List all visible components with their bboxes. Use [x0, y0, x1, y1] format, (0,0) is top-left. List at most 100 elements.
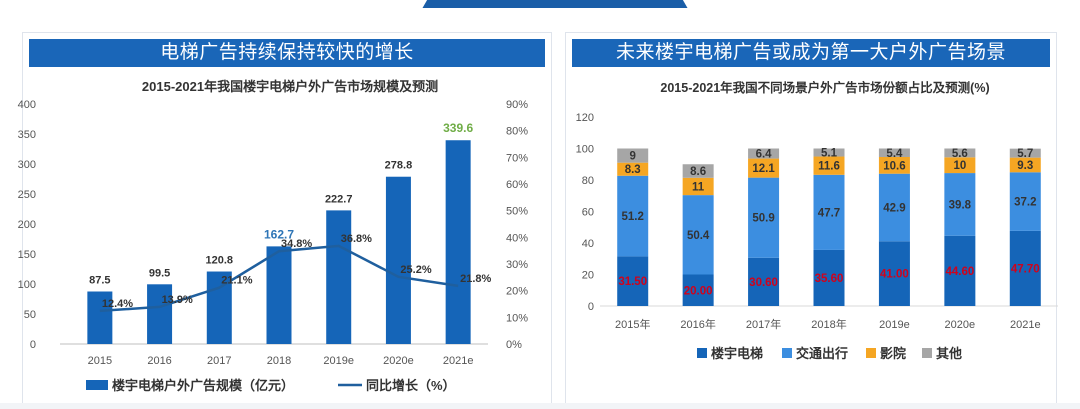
stack-value-label: 9.3 [1017, 160, 1033, 172]
bar-value-label: 278.8 [385, 160, 413, 172]
stack-y-tick: 80 [582, 175, 594, 187]
stack-y-tick: 40 [582, 238, 594, 250]
right-y-tick: 80% [506, 126, 528, 138]
stack-y-tick: 120 [576, 112, 594, 124]
right-chart-title: 2015-2021年我国不同场景户外广告市场份额占比及预测(%) [660, 80, 989, 95]
x-tick-label: 2020e [383, 355, 414, 367]
bar-2015 [87, 291, 113, 344]
left-y-tick: 300 [18, 159, 36, 171]
stack-value-label: 47.7 [818, 207, 840, 219]
stack-seg-交通出行 [944, 173, 976, 236]
right-y-tick: 10% [506, 312, 528, 324]
stack-value-label: 8.3 [625, 164, 641, 176]
stack-seg-交通出行 [682, 195, 714, 275]
stack-seg-影院 [617, 162, 649, 176]
legend-label-影院: 影院 [880, 346, 906, 361]
stack-seg-楼宇电梯 [944, 235, 976, 306]
stack-y-tick: 0 [588, 301, 594, 313]
x-tick-label: 2018 [267, 355, 291, 367]
stack-seg-交通出行 [1009, 172, 1041, 231]
stack-seg-影院 [682, 177, 714, 196]
legend-bar-swatch [86, 380, 108, 390]
bar-2016 [147, 284, 173, 344]
right-y-tick: 90% [506, 99, 528, 111]
stack-value-label: 30.60 [749, 277, 778, 289]
stack-y-tick: 60 [582, 207, 594, 219]
stack-seg-楼宇电梯 [617, 256, 649, 306]
stack-value-label: 5.6 [952, 148, 968, 160]
growth-label: 13.9% [162, 294, 193, 306]
stack-seg-楼宇电梯 [682, 274, 714, 306]
stack-value-label: 6.4 [756, 149, 773, 161]
right-y-tick: 40% [506, 232, 528, 244]
legend-label-其他: 其他 [936, 346, 962, 361]
left-y-tick: 400 [18, 99, 36, 111]
bar-value-label: 87.5 [89, 275, 110, 287]
stack-value-label: 39.8 [949, 199, 972, 211]
stack-x-tick-label: 2015年 [615, 317, 650, 331]
right-y-tick: 20% [506, 286, 528, 298]
stack-value-label: 20.00 [684, 285, 713, 297]
stack-value-label: 10 [953, 160, 966, 172]
bar-value-label: 120.8 [206, 255, 234, 267]
stack-value-label: 51.2 [622, 211, 644, 223]
stack-value-label: 44.60 [945, 266, 974, 278]
stack-seg-楼宇电梯 [813, 249, 845, 306]
left-y-tick: 200 [18, 219, 36, 231]
stack-value-label: 42.9 [883, 202, 905, 214]
stack-seg-其他 [878, 148, 910, 158]
stack-value-label: 35.60 [815, 273, 844, 285]
stack-value-label: 50.4 [687, 230, 710, 242]
stack-seg-其他 [682, 164, 714, 178]
stack-x-tick-label: 2021e [1010, 319, 1041, 331]
growth-line [99, 244, 459, 313]
stack-value-label: 50.9 [752, 213, 774, 225]
stack-seg-交通出行 [813, 174, 845, 250]
stack-y-tick: 20 [582, 270, 594, 282]
stack-value-label: 41.00 [880, 269, 909, 281]
legend-label-交通出行: 交通出行 [796, 346, 848, 361]
left-y-tick: 150 [18, 249, 36, 261]
legend-swatch-交通出行 [782, 348, 792, 358]
growth-label: 12.4% [102, 298, 133, 310]
stack-value-label: 5.1 [821, 148, 838, 160]
bar-2020e [385, 176, 411, 344]
left-y-tick: 350 [18, 129, 36, 141]
left-y-tick: 250 [18, 189, 36, 201]
growth-label: 21.8% [460, 273, 491, 285]
right-y-tick: 50% [506, 206, 528, 218]
legend-swatch-楼宇电梯 [697, 348, 707, 358]
growth-label: 34.8% [281, 238, 312, 250]
legend-swatch-影院 [866, 348, 876, 358]
stack-seg-交通出行 [878, 173, 910, 242]
stack-seg-交通出行 [617, 175, 649, 257]
stack-seg-影院 [944, 157, 976, 174]
left-y-tick: 0 [30, 339, 36, 351]
stack-seg-其他 [1009, 148, 1041, 158]
stack-x-tick-label: 2017年 [746, 317, 781, 331]
stack-value-label: 8.6 [690, 166, 706, 178]
stack-value-label: 47.70 [1011, 263, 1040, 275]
stack-y-tick: 100 [576, 144, 594, 156]
stack-value-label: 11 [692, 181, 705, 193]
stack-x-tick-label: 2016年 [680, 317, 715, 331]
bar-value-label: 222.7 [325, 193, 353, 205]
stack-seg-影院 [748, 158, 780, 178]
right-y-tick: 70% [506, 152, 528, 164]
stack-seg-其他 [617, 148, 649, 163]
x-tick-label: 2015 [88, 355, 112, 367]
growth-label: 21.1% [221, 275, 252, 287]
left-chart-title: 2015-2021年我国楼宇电梯户外广告市场规模及预测 [142, 79, 438, 94]
bar-value-label: 339.6 [443, 121, 473, 135]
stack-seg-其他 [944, 148, 976, 158]
bar-2021e [445, 140, 471, 344]
stack-value-label: 12.1 [752, 163, 775, 175]
legend-line-label: 同比增长（%） [366, 378, 456, 393]
x-tick-label: 2019e [323, 355, 354, 367]
right-y-tick: 60% [506, 179, 528, 191]
stack-seg-其他 [813, 148, 845, 157]
stack-seg-影院 [1009, 157, 1041, 173]
stack-value-label: 10.6 [883, 160, 905, 172]
bottom-shadow [0, 403, 1080, 409]
